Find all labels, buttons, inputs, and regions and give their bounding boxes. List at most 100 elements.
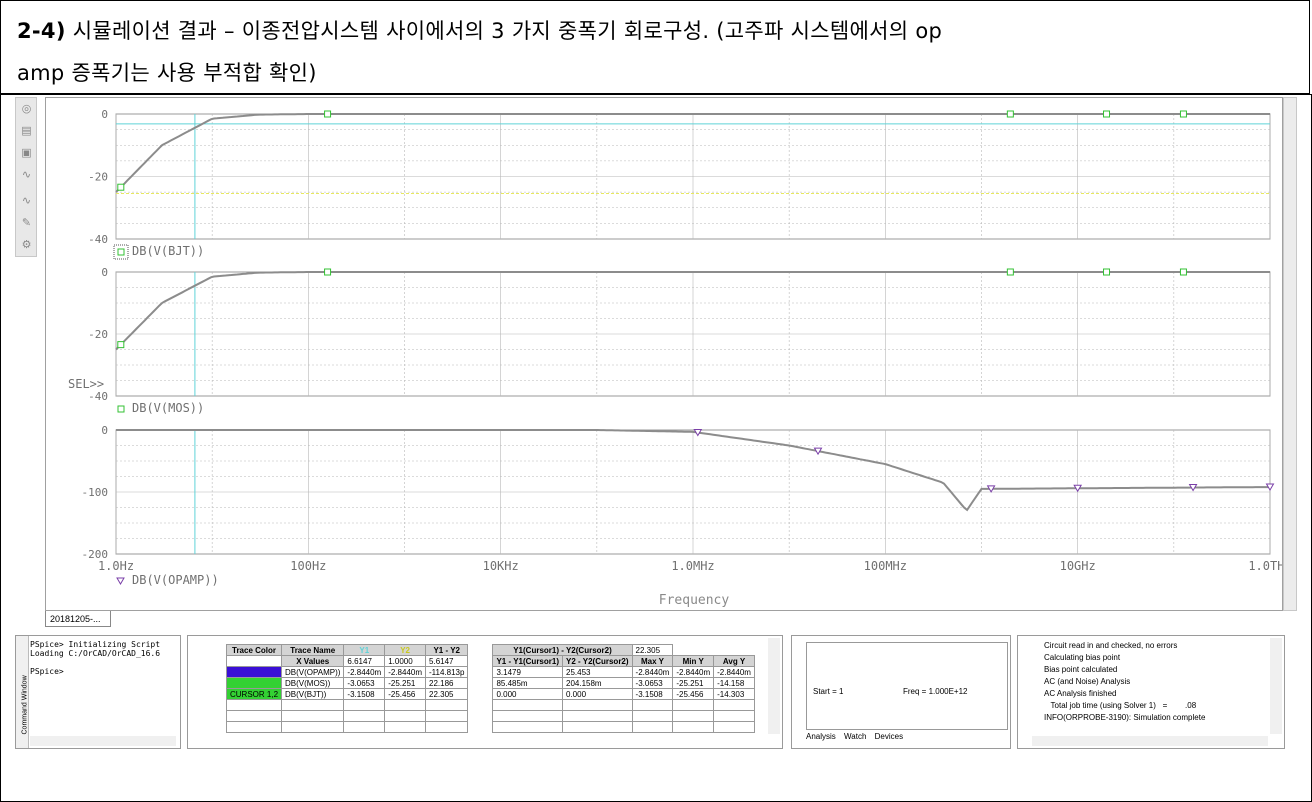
col-y2: Y2 <box>384 644 427 656</box>
y-tick-label: -40 <box>88 233 108 246</box>
y-tick-label: -100 <box>82 486 109 499</box>
col-y2-cursor2: Y2 - Y2(Cursor2) <box>562 655 633 667</box>
y-tick-label: 0 <box>101 108 108 121</box>
data-marker <box>1006 268 1014 276</box>
y-tick-label: 0 <box>101 424 108 437</box>
y-tick-label: -20 <box>88 171 108 184</box>
plot-vertical-scrollbar[interactable] <box>1283 97 1297 611</box>
freq-value: Freq = 1.000E+12 <box>903 687 968 696</box>
cell-c2: 0.000 <box>562 688 633 700</box>
col-y1-y2: Y1 - Y2 <box>425 644 469 656</box>
x-tick-label: 1.0THz <box>1248 559 1282 573</box>
cell-y2: -25.251 <box>384 677 427 689</box>
data-marker <box>1103 268 1111 276</box>
settings-icon[interactable]: ⚙ <box>21 238 32 251</box>
cursor-panel[interactable]: Trace Color Trace Name Y1 Y2 Y1 - Y2 Y1(… <box>187 635 783 749</box>
trace-name: DB(V(OPAMP)) <box>281 666 345 678</box>
x-tick-label: 1.0MHz <box>671 559 714 573</box>
y-tick-label: -200 <box>82 548 109 561</box>
tab-analysis[interactable]: Analysis <box>806 732 836 741</box>
data-marker <box>813 447 823 456</box>
x-values-label: X Values <box>281 655 345 667</box>
cell-min: -2.8440m <box>672 666 715 678</box>
tab-devices[interactable]: Devices <box>874 732 904 741</box>
log-vscrollbar[interactable] <box>1270 638 1282 734</box>
document-header: 2-4) 시뮬레이션 결과 – 이종전압시스템 사이에서의 3 가지 중폭기 회… <box>0 0 1310 94</box>
table-row[interactable]: CURSOR 1,2 DB(V(BJT)) -3.1508 -25.456 22… <box>200 688 755 700</box>
plot-canvas[interactable]: 0 -20 -40 DB(V(BJT)) 0 -20 -40 DB(V(MOS)) SEL>> 0… <box>46 98 1292 610</box>
trace-line-db-v-bjt-- <box>115 113 1270 193</box>
trace-name: DB(V(MOS)) <box>281 677 345 689</box>
cell-c1: 3.1479 <box>492 666 563 678</box>
output-log-text: Circuit read in and checked, no errors C… <box>1044 641 1206 722</box>
cell-y1-y2: -114.813p <box>425 666 469 678</box>
col-y1: Y1 <box>343 644 386 656</box>
cell-c1: 85.485m <box>492 677 563 689</box>
trace-color-swatch[interactable]: CURSOR 1,2 <box>225 688 283 700</box>
zoom-icon[interactable]: ◎ <box>21 102 32 115</box>
col-min-y: Min Y <box>672 655 715 667</box>
table-row[interactable]: DB(V(OPAMP)) -2.8440m -2.8440m -114.813p… <box>200 666 755 678</box>
simulation-status-panel[interactable]: Start = 1 Freq = 1.000E+12 Analysis Watc… <box>791 635 1011 749</box>
y-tick-label: -20 <box>88 328 108 341</box>
log-hscrollbar[interactable] <box>1032 736 1268 746</box>
print-preview-icon[interactable]: ▣ <box>21 146 32 159</box>
trace-legend-label: DB(V(OPAMP)) <box>132 573 219 587</box>
command-window-text[interactable]: PSpice> Initializing Script Loading C:/O… <box>30 640 161 676</box>
trace-legend-label: DB(V(BJT)) <box>132 244 204 258</box>
trace-color-swatch[interactable] <box>225 677 283 689</box>
data-marker <box>1179 268 1187 276</box>
command-window-sidebar: Command Window <box>16 636 29 748</box>
data-marker <box>117 341 125 349</box>
document-tab[interactable]: 20181205-... <box>45 611 111 627</box>
cell-y1: -2.8440m <box>343 666 386 678</box>
command-window[interactable]: Command Window PSpice> Initializing Scri… <box>15 635 181 749</box>
data-marker <box>1103 110 1111 118</box>
data-marker <box>117 183 125 191</box>
cell-y1: -3.0653 <box>343 677 386 689</box>
probe-toolbar: ◎ ▤ ▣ ∿ ∿ ✎ ⚙ <box>15 97 37 257</box>
x-tick-label: 10KHz <box>483 559 519 573</box>
cell-y1-y2: 22.186 <box>425 677 469 689</box>
data-marker <box>1006 110 1014 118</box>
start-value: Start = 1 <box>813 687 844 696</box>
cursor-table: Trace Color Trace Name Y1 Y2 Y1 - Y2 Y1(… <box>200 644 755 733</box>
probe-plot-window[interactable]: 0 -20 -40 DB(V(BJT)) 0 -20 -40 DB(V(MOS)) SEL>> 0… <box>45 97 1292 611</box>
col-trace-name: Trace Name <box>281 644 345 656</box>
x-tick-label: 100MHz <box>864 559 907 573</box>
col-avg-y: Avg Y <box>713 655 755 667</box>
x-value-y2: 1.0000 <box>384 655 427 667</box>
add-trace-icon[interactable]: ∿ <box>21 168 32 181</box>
data-marker <box>1073 484 1083 493</box>
cell-c2: 25.453 <box>562 666 633 678</box>
add-plot-icon[interactable]: ∿ <box>21 194 32 207</box>
cell-y2: -25.456 <box>384 688 427 700</box>
header-title-text: 시뮬레이션 결과 – 이종전압시스템 사이에서의 3 가지 중폭기 회로구성. … <box>65 19 943 43</box>
cell-c2: 204.158m <box>562 677 633 689</box>
cell-y2: -2.8440m <box>384 666 427 678</box>
col-max-y: Max Y <box>631 655 674 667</box>
x-axis-label: Frequency <box>659 593 730 608</box>
watch-tabs: Analysis Watch Devices <box>806 732 909 741</box>
output-log-panel[interactable]: Circuit read in and checked, no errors C… <box>1017 635 1285 749</box>
y-tick-label: 0 <box>101 266 108 279</box>
sel-marker-label: SEL>> <box>68 377 104 391</box>
header-line-1: 2-4) 시뮬레이션 결과 – 이종전압시스템 사이에서의 3 가지 중폭기 회… <box>17 15 942 45</box>
copy-icon[interactable]: ▤ <box>21 124 32 137</box>
trace-color-swatch[interactable] <box>225 666 283 678</box>
x-tick-label: 100Hz <box>290 559 326 573</box>
legend-marker <box>117 248 125 256</box>
cursor-vscrollbar[interactable] <box>768 638 780 734</box>
tab-watch[interactable]: Watch <box>844 732 867 741</box>
command-hscrollbar[interactable] <box>30 736 176 746</box>
cell-max: -3.0653 <box>631 677 674 689</box>
data-marker <box>324 268 332 276</box>
trace-legend-label: DB(V(MOS)) <box>132 401 204 415</box>
edit-trace-icon[interactable]: ✎ <box>21 216 32 229</box>
table-row[interactable]: DB(V(MOS)) -3.0653 -25.251 22.186 85.485… <box>200 677 755 689</box>
cell-min: -25.456 <box>672 688 715 700</box>
x-value-diff: 5.6147 <box>425 655 469 667</box>
cell-c1: 0.000 <box>492 688 563 700</box>
legend-marker <box>117 405 125 413</box>
cell-y1: -3.1508 <box>343 688 386 700</box>
